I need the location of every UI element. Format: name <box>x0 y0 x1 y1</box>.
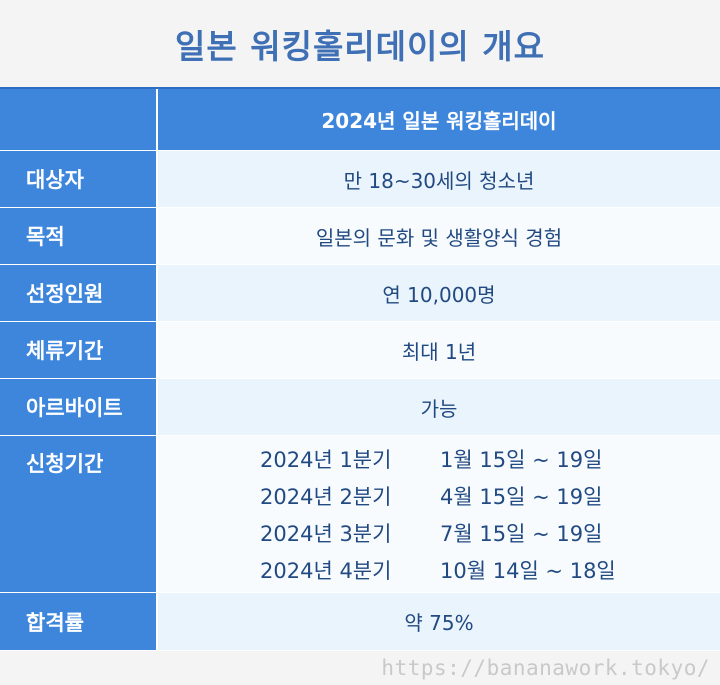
schedule-item: 2024년 4분기 10월 14일 ~ 18일 <box>260 551 720 588</box>
overview-table: 2024년 일본 워킹홀리데이 대상자 만 18~30세의 청소년 목적 일본의… <box>0 87 720 651</box>
table-row-parttime: 아르바이트 가능 <box>0 379 720 436</box>
schedule-dates: 4월 15일 ~ 19일 <box>440 484 603 509</box>
table-row-purpose: 목적 일본의 문화 및 생활양식 경험 <box>0 208 720 265</box>
row-label: 대상자 <box>0 151 158 207</box>
page-title: 일본 워킹홀리데이의 개요 <box>175 26 545 66</box>
header-title-cell: 2024년 일본 워킹홀리데이 <box>158 89 720 150</box>
row-label: 신청기간 <box>0 436 158 592</box>
table-header-row: 2024년 일본 워킹홀리데이 <box>0 89 720 151</box>
row-label: 선정인원 <box>0 265 158 321</box>
row-value: 가능 <box>158 379 720 435</box>
header-label-cell <box>0 89 158 150</box>
schedule-dates: 7월 15일 ~ 19일 <box>440 521 603 546</box>
row-label: 목적 <box>0 208 158 264</box>
row-value: 만 18~30세의 청소년 <box>158 151 720 207</box>
schedule-item: 2024년 1분기 1월 15일 ~ 19일 <box>260 440 720 477</box>
schedule-quarter: 2024년 3분기 <box>260 521 392 546</box>
schedule-quarter: 2024년 4분기 <box>260 558 392 583</box>
table-row-pass-rate: 합격률 약 75% <box>0 593 720 651</box>
schedule-dates: 1월 15일 ~ 19일 <box>440 447 603 472</box>
table-row-target: 대상자 만 18~30세의 청소년 <box>0 151 720 208</box>
schedule-dates: 10월 14일 ~ 18일 <box>440 558 616 583</box>
schedule-quarter: 2024년 1분기 <box>260 447 392 472</box>
row-label: 체류기간 <box>0 322 158 378</box>
schedule-item: 2024년 2분기 4월 15일 ~ 19일 <box>260 477 720 514</box>
schedule-quarter: 2024년 2분기 <box>260 484 392 509</box>
row-label: 합격률 <box>0 593 158 650</box>
row-value: 최대 1년 <box>158 322 720 378</box>
schedule-item: 2024년 3분기 7월 15일 ~ 19일 <box>260 514 720 551</box>
row-label: 아르바이트 <box>0 379 158 435</box>
row-value: 일본의 문화 및 생활양식 경험 <box>158 208 720 264</box>
watermark-url: https://bananawork.tokyo/ <box>381 655 710 680</box>
row-value: 연 10,000명 <box>158 265 720 321</box>
row-value: 약 75% <box>158 593 720 650</box>
table-row-application: 신청기간 2024년 1분기 1월 15일 ~ 19일 2024년 2분기 4월… <box>0 436 720 593</box>
table-row-quota: 선정인원 연 10,000명 <box>0 265 720 322</box>
schedule-list: 2024년 1분기 1월 15일 ~ 19일 2024년 2분기 4월 15일 … <box>158 440 720 588</box>
table-row-stay: 체류기간 최대 1년 <box>0 322 720 379</box>
application-periods: 2024년 1분기 1월 15일 ~ 19일 2024년 2분기 4월 15일 … <box>158 436 720 592</box>
